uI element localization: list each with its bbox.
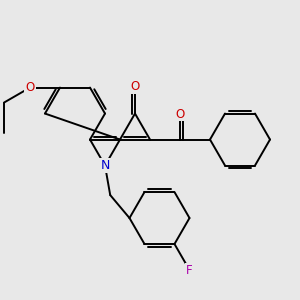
Text: O: O	[176, 107, 184, 121]
Text: O: O	[130, 80, 140, 93]
Text: F: F	[186, 263, 193, 277]
Text: O: O	[26, 81, 34, 94]
Text: N: N	[100, 159, 110, 172]
